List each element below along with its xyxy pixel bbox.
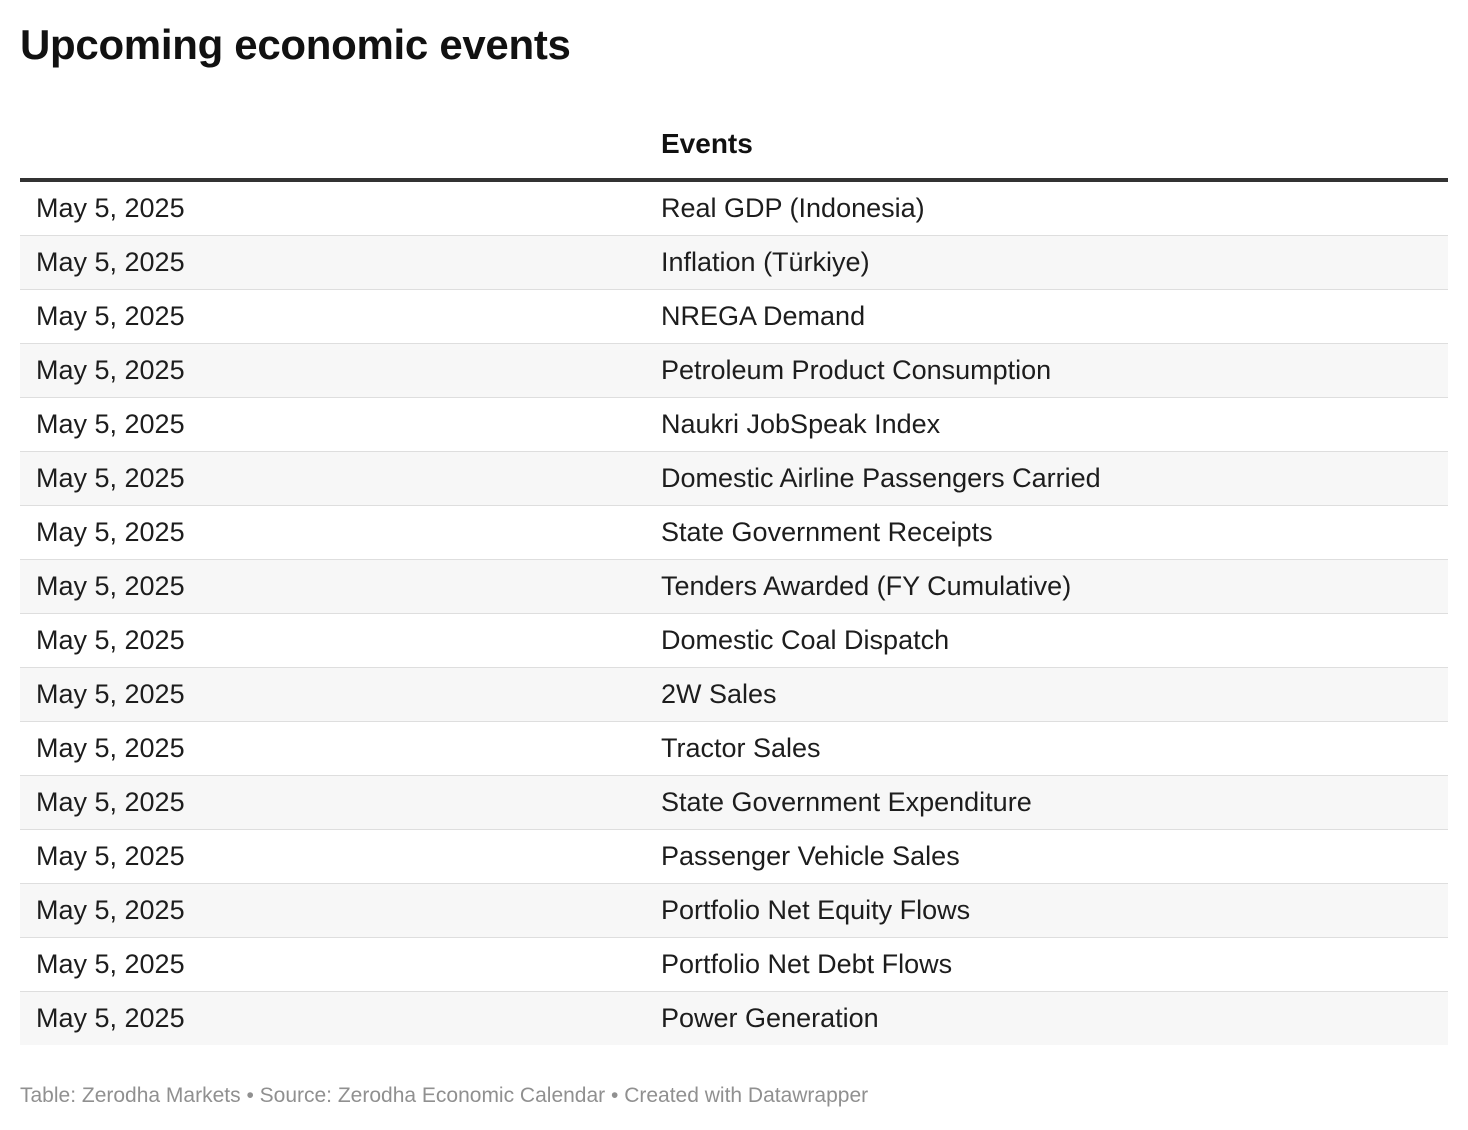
table-row: May 5, 2025 Power Generation xyxy=(20,991,1448,1045)
cell-date: May 5, 2025 xyxy=(20,397,645,452)
cell-event: Portfolio Net Debt Flows xyxy=(645,937,1448,992)
cell-event: Tenders Awarded (FY Cumulative) xyxy=(645,559,1448,614)
cell-event: Power Generation xyxy=(645,991,1448,1045)
table-row: May 5, 2025 Tenders Awarded (FY Cumulativ… xyxy=(20,559,1448,614)
cell-date: May 5, 2025 xyxy=(20,721,645,776)
table-row: May 5, 2025 Domestic Coal Dispatch xyxy=(20,613,1448,668)
events-table-container: Events May 5, 2025 Real GDP (Indonesia) Ma… xyxy=(20,110,1448,1045)
cell-date: May 5, 2025 xyxy=(20,937,645,992)
table-row: May 5, 2025 Naukri JobSpeak Index xyxy=(20,397,1448,452)
table-row: May 5, 2025 2W Sales xyxy=(20,667,1448,722)
footer-source: Source: Zerodha Economic Calendar xyxy=(259,1084,606,1107)
cell-event: Domestic Airline Passengers Carried xyxy=(645,451,1448,506)
cell-event: Inflation (Türkiye) xyxy=(645,235,1448,290)
cell-date: May 5, 2025 xyxy=(20,505,645,560)
table-row: May 5, 2025 State Government Expenditure xyxy=(20,775,1448,830)
header-row: Events xyxy=(20,110,1448,182)
table-body: May 5, 2025 Real GDP (Indonesia) May 5, 20… xyxy=(20,180,1448,1045)
table-row: May 5, 2025 Portfolio Net Equity Flows xyxy=(20,883,1448,938)
cell-date: May 5, 2025 xyxy=(20,343,645,398)
page-title: Upcoming economic events xyxy=(20,21,571,68)
table-row: May 5, 2025 NREGA Demand xyxy=(20,289,1448,344)
table-row: May 5, 2025 Passenger Vehicle Sales xyxy=(20,829,1448,884)
cell-event: Petroleum Product Consumption xyxy=(645,343,1448,398)
table-row: May 5, 2025 Petroleum Product Consumption xyxy=(20,343,1448,398)
table-row: May 5, 2025 Tractor Sales xyxy=(20,721,1448,776)
cell-date: May 5, 2025 xyxy=(20,235,645,290)
cell-date: May 5, 2025 xyxy=(20,775,645,830)
cell-date: May 5, 2025 xyxy=(20,829,645,884)
table-row: May 5, 2025 Inflation (Türkiye) xyxy=(20,235,1448,290)
cell-date: May 5, 2025 xyxy=(20,991,645,1045)
table-row: May 5, 2025 Real GDP (Indonesia) xyxy=(20,180,1448,236)
cell-date: May 5, 2025 xyxy=(20,883,645,938)
table-row: May 5, 2025 State Government Receipts xyxy=(20,505,1448,560)
cell-event: State Government Expenditure xyxy=(645,775,1448,830)
column-header-date xyxy=(20,110,645,182)
cell-event: Portfolio Net Equity Flows xyxy=(645,883,1448,938)
cell-date: May 5, 2025 xyxy=(20,180,645,236)
table-row: May 5, 2025 Domestic Airline Passengers C… xyxy=(20,451,1448,506)
table-header: Events xyxy=(20,110,1448,182)
footer-separator: • xyxy=(240,1084,260,1107)
events-table: Events May 5, 2025 Real GDP (Indonesia) Ma… xyxy=(20,110,1448,1045)
column-header-events: Events xyxy=(645,110,1448,182)
cell-date: May 5, 2025 xyxy=(20,559,645,614)
cell-date: May 5, 2025 xyxy=(20,613,645,668)
cell-event: 2W Sales xyxy=(645,667,1448,722)
cell-date: May 5, 2025 xyxy=(20,667,645,722)
cell-event: State Government Receipts xyxy=(645,505,1448,560)
cell-date: May 5, 2025 xyxy=(20,289,645,344)
cell-event: NREGA Demand xyxy=(645,289,1448,344)
table-footer: Table: Zerodha Markets • Source: Zerodha… xyxy=(20,1082,868,1110)
cell-event: Naukri JobSpeak Index xyxy=(645,397,1448,452)
cell-event: Tractor Sales xyxy=(645,721,1448,776)
footer-table-credit: Table: Zerodha Markets xyxy=(20,1084,241,1107)
cell-event: Passenger Vehicle Sales xyxy=(645,829,1448,884)
cell-event: Domestic Coal Dispatch xyxy=(645,613,1448,668)
cell-event: Real GDP (Indonesia) xyxy=(645,180,1448,236)
footer-created-with: Created with Datawrapper xyxy=(624,1084,869,1107)
footer-separator: • xyxy=(605,1084,625,1107)
cell-date: May 5, 2025 xyxy=(20,451,645,506)
table-row: May 5, 2025 Portfolio Net Debt Flows xyxy=(20,937,1448,992)
